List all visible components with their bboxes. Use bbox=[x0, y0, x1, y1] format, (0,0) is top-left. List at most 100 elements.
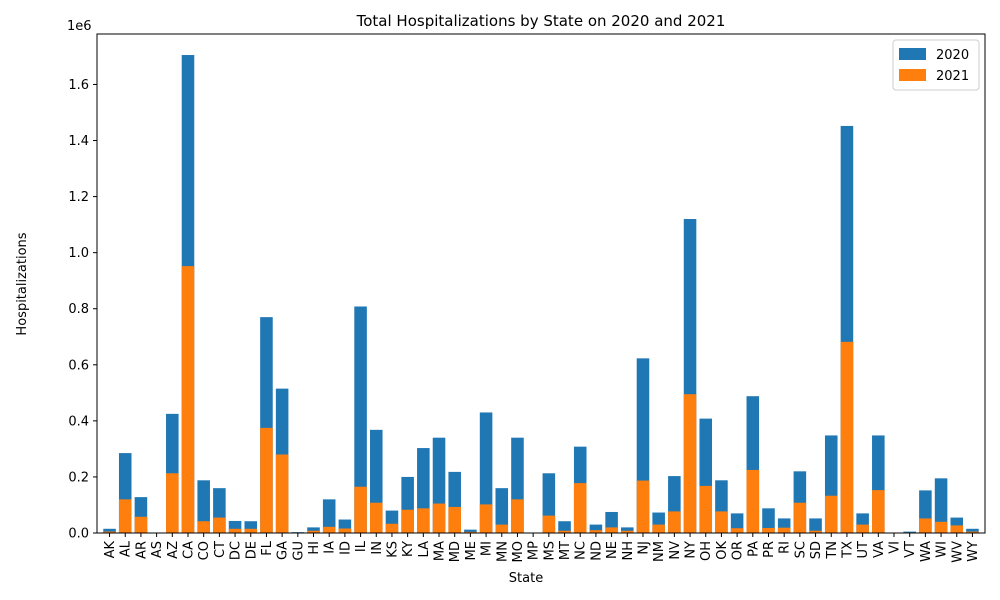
bar-2021-SC bbox=[793, 502, 807, 533]
x-tick-label-NV: NV bbox=[668, 541, 683, 560]
bar-2021-PR bbox=[762, 527, 775, 533]
x-tick-label-FL: FL bbox=[260, 540, 275, 555]
x-tick-label-DC: DC bbox=[229, 541, 244, 560]
bar-2021-OK bbox=[715, 511, 728, 533]
x-tick-label-HI: HI bbox=[307, 541, 322, 555]
bar-2020-MI bbox=[479, 412, 493, 533]
bar-2021-WV bbox=[950, 525, 964, 533]
x-tick-label-NC: NC bbox=[574, 541, 589, 560]
x-tick-label-OH: OH bbox=[699, 541, 714, 561]
bar-2021-NE bbox=[605, 527, 618, 533]
bar-2021-AK bbox=[103, 531, 116, 533]
x-tick-label-WI: WI bbox=[935, 541, 950, 558]
x-tick-label-GA: GA bbox=[276, 541, 291, 560]
bar-2021-NC bbox=[573, 483, 587, 533]
x-tick-label-NY: NY bbox=[684, 541, 699, 559]
x-tick-label-WA: WA bbox=[919, 541, 934, 562]
x-tick-label-NJ: NJ bbox=[636, 541, 651, 555]
bar-2020-WY bbox=[966, 528, 979, 533]
bar-2021-NM bbox=[652, 524, 665, 533]
bar-2021-ND bbox=[589, 530, 603, 533]
x-tick-label-IA: IA bbox=[323, 541, 338, 554]
bar-2021-CT bbox=[213, 517, 226, 533]
x-tick-label-KS: KS bbox=[385, 541, 400, 558]
x-tick-label-GU: GU bbox=[291, 541, 306, 561]
x-tick-label-ME: ME bbox=[464, 541, 479, 560]
bar-2021-DE bbox=[244, 528, 258, 533]
x-tick-label-PR: PR bbox=[762, 541, 777, 558]
bar-2021-WA bbox=[919, 518, 932, 533]
x-tick-label-DE: DE bbox=[244, 541, 259, 559]
x-tick-label-NH: NH bbox=[621, 541, 636, 561]
bar-2021-FL bbox=[260, 427, 273, 533]
bar-2021-RI bbox=[777, 527, 791, 533]
x-tick-label-MA: MA bbox=[433, 541, 448, 561]
x-tick-label-IL: IL bbox=[354, 540, 369, 552]
bar-2021-WY bbox=[966, 531, 979, 533]
legend-swatch-2020 bbox=[899, 48, 926, 60]
x-tick-label-AL: AL bbox=[119, 540, 134, 557]
y-tick-label-0.6: 0.6 bbox=[68, 358, 89, 373]
y-tick-label-1.6: 1.6 bbox=[68, 78, 89, 93]
y-axis-label: Hospitalizations bbox=[15, 232, 30, 335]
bar-2021-AR bbox=[134, 516, 148, 533]
bar-2021-HI bbox=[307, 530, 320, 533]
bar-2021-UT bbox=[856, 524, 869, 533]
bar-2021-NY bbox=[683, 394, 697, 533]
bar-2021-ID bbox=[338, 528, 352, 533]
x-tick-label-MI: MI bbox=[480, 541, 495, 556]
bar-2020-NH bbox=[621, 527, 634, 533]
bar-2021-WI bbox=[934, 521, 948, 533]
bar-2021-MN bbox=[495, 524, 509, 533]
bar-2021-ME bbox=[464, 531, 477, 533]
x-tick-label-TN: TN bbox=[825, 541, 840, 560]
bar-2020-ME bbox=[464, 529, 477, 533]
bar-2021-IL bbox=[354, 486, 367, 533]
x-tick-label-VA: VA bbox=[872, 541, 887, 558]
bar-2020-OR bbox=[730, 513, 744, 533]
x-tick-label-MS: MS bbox=[542, 541, 557, 560]
legend: 2020 2021 bbox=[892, 39, 980, 91]
bar-2021-MI bbox=[479, 504, 493, 533]
bar-2021-IA bbox=[322, 526, 336, 533]
x-tick-label-CO: CO bbox=[197, 541, 212, 560]
bar-2021-OR bbox=[730, 528, 744, 533]
y-axis-offset-label: 1e6 bbox=[67, 19, 92, 34]
y-tick-label-1.4: 1.4 bbox=[68, 134, 89, 149]
bar-2020-SD bbox=[809, 518, 822, 533]
bar-2020-DE bbox=[244, 521, 258, 533]
y-tick-label-1.2: 1.2 bbox=[68, 190, 89, 205]
x-tick-label-WV: WV bbox=[950, 541, 965, 563]
x-tick-label-SC: SC bbox=[793, 541, 808, 558]
x-tick-label-ID: ID bbox=[338, 541, 353, 555]
bar-2021-LA bbox=[417, 508, 430, 533]
bar-2021-NH bbox=[621, 530, 634, 533]
bar-2020-PR bbox=[762, 508, 775, 533]
x-tick-label-UT: UT bbox=[856, 541, 871, 559]
legend-label-2020: 2020 bbox=[936, 48, 969, 63]
bar-2021-MS bbox=[542, 515, 556, 533]
y-tick-label-1.0: 1.0 bbox=[68, 246, 89, 261]
bar-2021-TN bbox=[824, 495, 838, 533]
y-tick-label-0.0: 0.0 bbox=[68, 527, 89, 542]
bar-2021-CA bbox=[181, 266, 195, 533]
bar-2021-SD bbox=[809, 530, 822, 533]
y-axis: 0.0 0.2 0.4 0.6 0.8 1.0 1.2 1.4 1.6 bbox=[68, 78, 97, 542]
bar-2020-CO bbox=[197, 480, 210, 533]
y-tick-label-0.8: 0.8 bbox=[68, 302, 89, 317]
x-tick-label-AK: AK bbox=[103, 541, 118, 559]
x-axis: AK AL AR AS AZ CA CO CT DC DE FL GA GU HI IA ID IL IN KS KY… bbox=[103, 533, 981, 563]
bar-2020-AK bbox=[103, 528, 116, 533]
bar-2021-NV bbox=[668, 511, 681, 533]
bar-2020-MN bbox=[495, 488, 509, 533]
bar-2020-MT bbox=[558, 521, 571, 533]
x-axis-label: State bbox=[509, 571, 543, 586]
bar-2021-CO bbox=[197, 521, 210, 533]
x-tick-label-VT: VT bbox=[903, 541, 918, 558]
bar-2021-KY bbox=[401, 509, 414, 533]
x-tick-label-ND: ND bbox=[589, 541, 604, 561]
bar-2021-PA bbox=[746, 469, 760, 533]
bar-2021-DC bbox=[228, 528, 242, 533]
x-tick-label-NM: NM bbox=[652, 541, 667, 562]
